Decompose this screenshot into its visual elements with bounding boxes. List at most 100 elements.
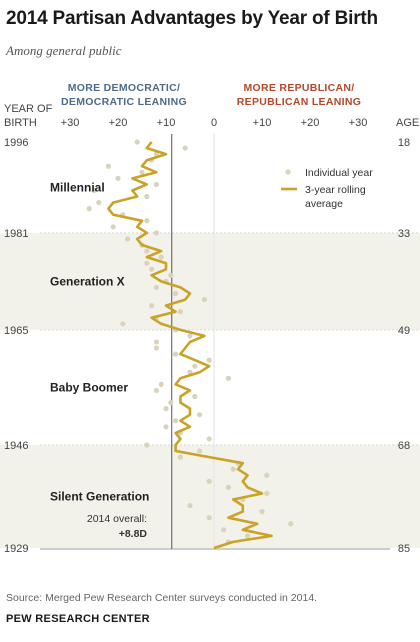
x-tick-labels: +30 +20 +10 0 +10 +20 +30 xyxy=(61,117,368,129)
overall-value-label: +8.8D xyxy=(119,528,148,540)
individual-year-dot xyxy=(153,230,159,236)
year-of-birth-label-line2: BIRTH xyxy=(4,117,37,129)
source-note: Source: Merged Pew Research Center surve… xyxy=(6,592,318,604)
year-tick-label: 1946 xyxy=(4,440,28,452)
individual-year-dot xyxy=(139,169,145,175)
x-tick-label: +30 xyxy=(61,117,80,129)
individual-year-dot xyxy=(182,145,188,151)
individual-year-dot xyxy=(197,448,203,454)
org-name: PEW RESEARCH CENTER xyxy=(6,613,150,625)
overall-label-line1: 2014 overall: xyxy=(87,513,147,525)
individual-year-dot xyxy=(206,436,212,442)
generation-labels: Millennial Generation X Baby Boomer Silent … xyxy=(50,180,149,503)
individual-year-dot xyxy=(201,296,207,303)
age-label: AGE xyxy=(396,117,419,129)
x-tick-label: +10 xyxy=(157,117,176,129)
generation-band xyxy=(0,232,420,330)
generation-label: Generation X xyxy=(50,274,125,288)
legend: Individual year 3-year rolling average xyxy=(281,167,373,210)
x-tick-label: +20 xyxy=(301,117,320,129)
individual-year-dot xyxy=(153,181,159,188)
age-tick-label: 18 xyxy=(398,137,410,149)
individual-year-dot xyxy=(264,472,270,478)
individual-year-dot xyxy=(163,406,169,412)
individual-year-dot xyxy=(144,193,150,200)
individual-year-dot xyxy=(173,290,179,297)
generation-label: Baby Boomer xyxy=(50,380,128,394)
chart-subtitle: Among general public xyxy=(6,43,122,58)
individual-year-dot xyxy=(192,363,198,369)
individual-year-dot xyxy=(168,399,174,406)
individual-year-dot xyxy=(177,454,183,460)
generation-label: Silent Generation xyxy=(50,489,149,503)
individual-year-dot xyxy=(158,254,164,260)
individual-year-dot xyxy=(96,199,102,206)
legend-rolling-label-line1: 3-year rolling xyxy=(305,184,366,196)
individual-year-dot xyxy=(221,527,227,533)
individual-year-dot xyxy=(163,424,169,430)
individual-year-dot xyxy=(110,224,116,230)
individual-year-dot xyxy=(206,357,212,363)
x-tick-label: 0 xyxy=(211,117,217,129)
generation-bands xyxy=(0,232,420,548)
individual-year-dot xyxy=(197,412,203,418)
individual-year-dot xyxy=(134,139,140,145)
age-tick-label: 49 xyxy=(398,325,410,337)
year-tick-labels: 1996 1981 1965 1946 1929 xyxy=(4,137,28,555)
individual-year-dot xyxy=(120,321,126,327)
individual-year-dot xyxy=(225,484,231,491)
individual-year-dot xyxy=(144,442,150,448)
individual-year-dot xyxy=(288,521,294,527)
legend-rolling-label-line2: average xyxy=(305,198,343,210)
individual-year-dot xyxy=(187,333,193,339)
individual-year-dot xyxy=(173,351,179,357)
individual-year-dot xyxy=(153,284,159,291)
dem-header-line1: MORE DEMOCRATIC/ xyxy=(68,82,181,94)
year-tick-label: 1996 xyxy=(4,137,28,149)
dem-header-line2: DEMOCRATIC LEANING xyxy=(61,96,187,108)
rep-header-line2: REPUBLICAN LEANING xyxy=(237,96,361,108)
individual-year-dot xyxy=(177,309,183,315)
year-tick-label: 1965 xyxy=(4,325,28,337)
individual-year-dot xyxy=(149,266,155,272)
age-tick-label: 85 xyxy=(398,543,410,555)
individual-year-dot xyxy=(168,272,174,278)
individual-year-dot xyxy=(149,303,155,309)
year-tick-label: 1929 xyxy=(4,543,28,555)
individual-year-dot xyxy=(105,163,111,169)
individual-year-dot xyxy=(187,502,193,509)
individual-year-dot xyxy=(86,206,92,212)
x-tick-label: +10 xyxy=(253,117,272,129)
partisan-chart: MORE DEMOCRATIC/ DEMOCRATIC LEANING MORE… xyxy=(0,82,420,555)
individual-year-dot xyxy=(192,393,198,400)
x-tick-label: +20 xyxy=(109,117,128,129)
individual-year-dot xyxy=(153,339,159,345)
chart-title: 2014 Partisan Advantages by Year of Birt… xyxy=(6,8,378,29)
individual-year-dot xyxy=(230,466,236,472)
individual-year-dot xyxy=(153,345,159,351)
x-tick-label: +30 xyxy=(349,117,368,129)
individual-year-dot xyxy=(91,187,97,194)
individual-year-dot xyxy=(115,175,121,181)
individual-year-dot xyxy=(264,490,270,497)
age-tick-labels: 18 33 49 68 85 xyxy=(398,137,410,555)
individual-year-dot xyxy=(153,387,159,394)
individual-year-dot xyxy=(144,218,150,224)
age-tick-label: 68 xyxy=(398,440,410,452)
individual-year-dot xyxy=(144,260,150,266)
individual-year-dot xyxy=(158,381,164,387)
rolling-average-line xyxy=(107,141,273,550)
generation-label: Millennial xyxy=(50,180,105,194)
individual-year-dot xyxy=(206,515,212,521)
legend-dot-swatch xyxy=(285,169,291,175)
individual-year-dot xyxy=(144,248,150,254)
individual-year-dot xyxy=(173,418,179,424)
year-tick-label: 1981 xyxy=(4,228,28,240)
individual-year-dot xyxy=(206,478,212,484)
overall-label-bg xyxy=(62,510,158,542)
individual-year-dot xyxy=(259,509,265,515)
legend-individual-label: Individual year xyxy=(305,167,373,179)
year-of-birth-label-line1: YEAR OF xyxy=(4,103,53,115)
rep-header-line1: MORE REPUBLICAN/ xyxy=(244,82,355,94)
individual-year-dot xyxy=(245,533,251,539)
